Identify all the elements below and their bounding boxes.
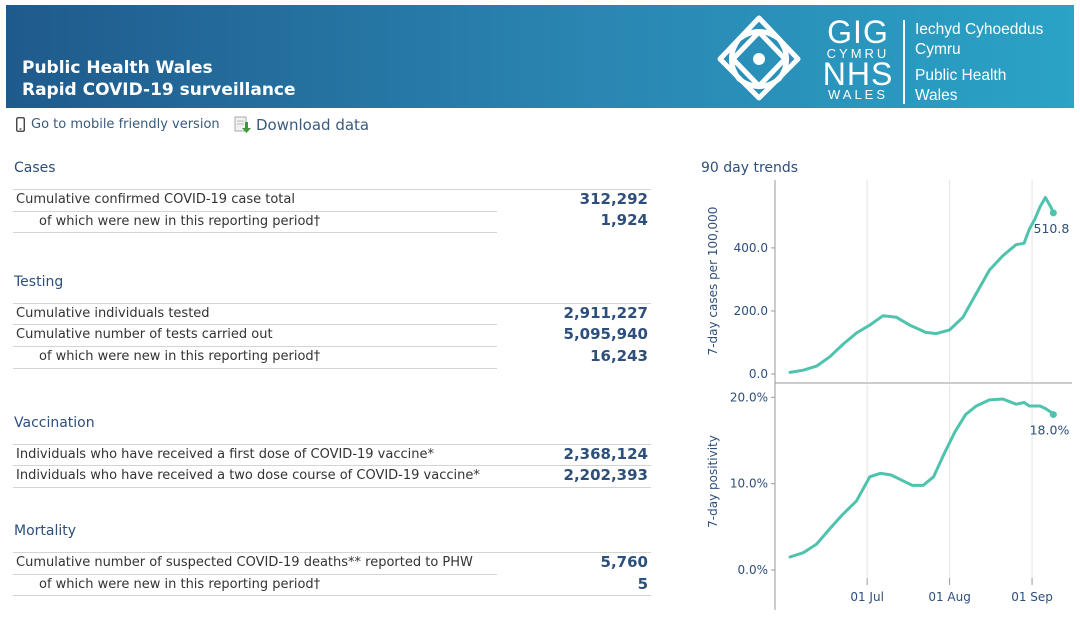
- logo-wales: WALES: [827, 87, 889, 102]
- y-tick-label: 0.0%: [738, 563, 769, 577]
- end-value-label: 510.8: [1034, 221, 1070, 236]
- row-label: Cumulative individuals tested: [16, 306, 210, 321]
- table-row: Individuals who have received a first do…: [13, 444, 651, 465]
- english-name-1: Public Health: [915, 67, 1007, 84]
- table-row: of which were new in this reporting peri…: [13, 211, 497, 232]
- row-label: of which were new in this reporting peri…: [39, 214, 321, 229]
- y-tick-label: 400.0: [734, 241, 768, 255]
- row-label: Individuals who have received a first do…: [16, 447, 434, 462]
- mobile-version-link[interactable]: Go to mobile friendly version: [16, 117, 220, 132]
- row-value: 2,368,124: [563, 445, 648, 463]
- row-divider: [13, 232, 497, 233]
- y-tick-label: 20.0%: [730, 390, 768, 404]
- row-label: Cumulative number of suspected COVID-19 …: [16, 555, 473, 570]
- end-point-marker: [1049, 209, 1057, 217]
- row-value: 312,292: [579, 190, 648, 208]
- y-tick-label: 0.0: [749, 367, 768, 381]
- title-line-1: Public Health Wales: [22, 58, 213, 78]
- row-value: 16,243: [590, 347, 648, 365]
- series-line: [788, 397, 1055, 559]
- download-icon: [234, 116, 251, 133]
- end-value-label: 18.0%: [1030, 423, 1070, 438]
- section-title-mortality: Mortality: [14, 523, 77, 539]
- y-axis-title: 7-day cases per 100,000: [706, 207, 720, 356]
- y-axis-title: 7-day positivity: [706, 435, 720, 528]
- row-value: 2,911,227: [563, 304, 648, 322]
- row-value: 1,924: [600, 211, 648, 229]
- x-tick-label: 01 Aug: [928, 590, 971, 604]
- table-row: Cumulative individuals tested: [13, 303, 651, 324]
- page-title: Public Health Wales Rapid COVID-19 surve…: [22, 57, 296, 101]
- mobile-link-label: Go to mobile friendly version: [31, 117, 220, 132]
- nhs-wales-logo: GIG CYMRU NHS WALES: [822, 14, 894, 102]
- section-title-cases: Cases: [14, 160, 56, 176]
- end-point-marker: [1049, 411, 1057, 419]
- table-row: Cumulative number of tests carried out: [13, 324, 497, 345]
- section-title-vaccination: Vaccination: [14, 415, 95, 431]
- celtic-knot-logo-icon: [717, 15, 801, 101]
- row-divider: [13, 595, 651, 596]
- header-banner: Public Health Wales Rapid COVID-19 surve…: [6, 5, 1074, 108]
- row-divider: [13, 487, 651, 488]
- table-row: Cumulative number of suspected COVID-19 …: [13, 552, 651, 573]
- logo-gig: GIG: [827, 14, 889, 50]
- title-line-2: Rapid COVID-19 surveillance: [22, 80, 296, 100]
- section-title-testing: Testing: [14, 274, 64, 290]
- row-value: 2,202,393: [563, 466, 648, 484]
- row-label: of which were new in this reporting peri…: [39, 577, 321, 592]
- row-label: of which were new in this reporting peri…: [39, 349, 321, 364]
- row-label: Cumulative number of tests carried out: [16, 327, 273, 342]
- english-name-2: Wales: [915, 87, 958, 104]
- table-row: Individuals who have received a two dose…: [13, 465, 651, 486]
- row-label: Individuals who have received a two dose…: [16, 468, 480, 483]
- row-value: 5,095,940: [563, 325, 648, 343]
- series-line: [788, 196, 1055, 374]
- welsh-name-1: Iechyd Cyhoeddus: [915, 21, 1044, 38]
- download-link-label: Download data: [256, 116, 370, 134]
- table-row: Cumulative confirmed COVID-19 case total: [13, 189, 651, 210]
- logo-cymru: CYMRU: [826, 46, 890, 61]
- download-data-link[interactable]: Download data: [234, 116, 369, 134]
- logo-divider: [903, 20, 905, 104]
- logo-nhs: NHS: [822, 56, 894, 92]
- y-tick-label: 10.0%: [730, 477, 768, 491]
- row-value: 5: [637, 575, 648, 593]
- y-tick-label: 200.0: [734, 304, 768, 318]
- table-row: of which were new in this reporting peri…: [13, 574, 497, 595]
- row-label: Cumulative confirmed COVID-19 case total: [16, 192, 295, 207]
- table-row: of which were new in this reporting peri…: [13, 346, 497, 367]
- phone-icon: [16, 117, 25, 132]
- welsh-name-2: Cymru: [915, 41, 961, 58]
- organisation-name: Iechyd Cyhoeddus Cymru Public Health Wal…: [915, 20, 1043, 106]
- row-value: 5,760: [600, 553, 648, 571]
- row-divider: [13, 368, 497, 369]
- trends-title: 90 day trends: [701, 160, 799, 176]
- x-tick-label: 01 Jul: [850, 590, 884, 604]
- x-tick-label: 01 Sep: [1011, 590, 1053, 604]
